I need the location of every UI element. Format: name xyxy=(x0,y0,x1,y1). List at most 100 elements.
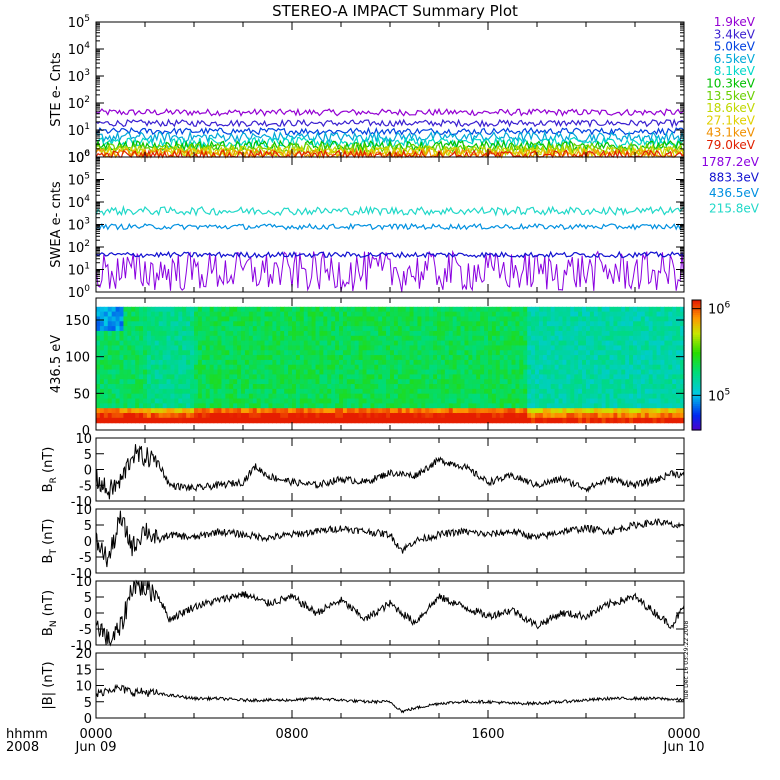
heatmap-cell xyxy=(644,321,650,327)
heatmap-cell xyxy=(315,326,321,332)
heatmap-cell xyxy=(562,335,567,342)
heatmap-cell xyxy=(542,388,548,395)
heatmap-cell xyxy=(96,345,101,351)
heatmap-cell xyxy=(507,316,513,322)
heatmap-cell xyxy=(499,306,505,313)
heatmap-cell xyxy=(268,417,273,424)
heatmap-cell xyxy=(601,408,607,414)
heatmap-cell xyxy=(209,311,215,318)
heatmap-cell xyxy=(519,417,524,424)
heatmap-cell xyxy=(103,359,109,366)
heatmap-cell xyxy=(672,379,677,385)
heatmap-cell xyxy=(433,330,438,337)
heatmap-cell xyxy=(209,345,215,351)
heatmap-cell xyxy=(280,311,285,318)
heatmap-cell xyxy=(464,359,469,366)
heatmap-cell xyxy=(99,306,105,313)
heatmap-cell xyxy=(562,374,567,380)
heatmap-cell xyxy=(452,413,458,419)
heatmap-cell xyxy=(617,403,622,409)
pad-ylabel: 436.5 eV xyxy=(49,335,64,393)
heatmap-cell xyxy=(593,340,599,347)
heatmap-cell xyxy=(444,393,450,400)
heatmap-cell xyxy=(570,316,575,322)
heatmap-cell xyxy=(201,384,207,390)
heatmap-cell xyxy=(629,388,634,395)
heatmap-cell xyxy=(374,326,379,332)
heatmap-cell xyxy=(484,417,489,424)
heatmap-cell xyxy=(139,345,144,351)
heatmap-cell xyxy=(464,364,469,371)
heatmap-cell xyxy=(589,408,595,414)
heatmap-cell xyxy=(507,417,513,424)
heatmap-cell xyxy=(503,306,509,313)
heatmap-cell xyxy=(135,321,140,327)
heatmap-cell xyxy=(323,330,328,337)
heatmap-cell xyxy=(268,369,273,375)
heatmap-cell xyxy=(440,384,446,390)
heatmap-cell xyxy=(174,388,179,395)
heatmap-cell xyxy=(613,311,618,318)
heatmap-cell xyxy=(429,335,434,342)
heatmap-cell xyxy=(444,398,450,404)
heatmap-cell xyxy=(260,321,266,327)
heatmap-cell xyxy=(452,316,458,322)
heatmap-cell xyxy=(229,408,234,414)
heatmap-cell xyxy=(613,369,618,375)
heatmap-cell xyxy=(413,355,419,361)
heatmap-cell xyxy=(558,316,564,322)
heatmap-cell xyxy=(315,316,321,322)
heatmap-cell xyxy=(303,340,309,347)
heatmap-cell xyxy=(491,388,497,395)
heatmap-cell xyxy=(323,326,328,332)
heatmap-cell xyxy=(162,364,168,371)
heatmap-cell xyxy=(143,330,148,337)
heatmap-cell xyxy=(593,388,599,395)
y-tick-label: 101 xyxy=(68,262,90,279)
heatmap-cell xyxy=(96,408,101,414)
heatmap-cell xyxy=(531,321,536,327)
colorbar-segment xyxy=(692,306,701,310)
heatmap-cell xyxy=(421,330,426,337)
heatmap-cell xyxy=(609,403,615,409)
heatmap-cell xyxy=(115,413,121,419)
heatmap-cell xyxy=(233,384,238,390)
heatmap-cell xyxy=(280,403,285,409)
heatmap-cell xyxy=(405,364,411,371)
heatmap-cell xyxy=(519,403,524,409)
heatmap-cell xyxy=(178,417,183,424)
heatmap-cell xyxy=(586,379,591,385)
heatmap-cell xyxy=(366,316,371,322)
heatmap-cell xyxy=(339,345,344,351)
heatmap-cell xyxy=(531,355,536,361)
heatmap-cell xyxy=(444,379,450,385)
heatmap-cell xyxy=(111,345,117,351)
heatmap-cell xyxy=(111,306,117,313)
heatmap-cell xyxy=(178,388,183,395)
heatmap-cell xyxy=(523,330,528,337)
heatmap-cell xyxy=(393,321,399,327)
heatmap-cell xyxy=(205,417,211,424)
heatmap-cell xyxy=(350,374,356,380)
heatmap-cell xyxy=(676,355,681,361)
heatmap-cell xyxy=(350,369,356,375)
heatmap-cell xyxy=(288,384,293,390)
heatmap-cell xyxy=(319,330,324,337)
heatmap-cell xyxy=(182,384,187,390)
heatmap-cell xyxy=(194,306,199,313)
heatmap-cell xyxy=(652,379,658,385)
heatmap-cell xyxy=(139,330,144,337)
heatmap-cell xyxy=(582,393,587,400)
heatmap-cell xyxy=(629,359,634,366)
heatmap-cell xyxy=(589,355,595,361)
heatmap-cell xyxy=(292,359,297,366)
heatmap-cell xyxy=(636,330,642,337)
heatmap-cell xyxy=(625,335,630,342)
heatmap-cell xyxy=(480,326,485,332)
heatmap-cell xyxy=(629,316,634,322)
heatmap-cell xyxy=(143,413,148,419)
heatmap-cell xyxy=(417,398,422,404)
heatmap-cell xyxy=(582,417,587,424)
heatmap-cell xyxy=(299,374,305,380)
heatmap-cell xyxy=(233,350,238,356)
